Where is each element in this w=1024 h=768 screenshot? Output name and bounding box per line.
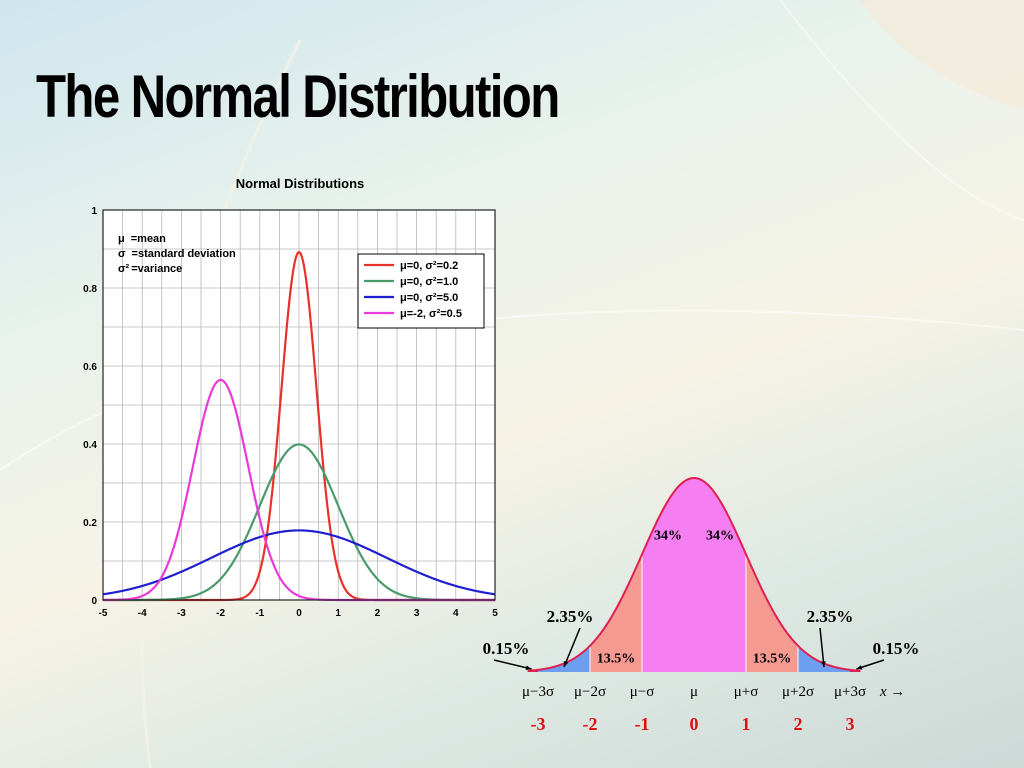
z-score-labels: -3 -2 -1 0 1 2 3 xyxy=(531,714,855,734)
tail-callout-label: 2.35% xyxy=(807,607,854,626)
legend-label: μ=0, σ²=5.0 xyxy=(400,292,458,304)
slide-title: The Normal Distribution xyxy=(36,63,560,130)
tail-callout-label: 0.15% xyxy=(483,639,530,658)
legend-entries: μ=0, σ²=0.2 μ=0, σ²=1.0 μ=0, σ²=5.0 μ=-2, σ… xyxy=(364,260,462,320)
x-tick-label: -5 xyxy=(99,608,108,619)
z-score-label: -1 xyxy=(635,714,650,734)
y-tick-labels: 0 0.2 0.4 0.6 0.8 1 xyxy=(83,206,97,607)
region-percent-label: 34% xyxy=(706,529,734,544)
series-line xyxy=(102,529,496,596)
plot-frame xyxy=(102,209,496,601)
legend-box xyxy=(357,253,485,329)
x-tick-label: 0 xyxy=(296,608,302,619)
note-variance: σ² =variance xyxy=(118,263,182,275)
callout-arrowhead xyxy=(856,665,863,670)
tail-callout-label: 2.35% xyxy=(547,607,594,626)
sigma-tick-label: μ+3σ xyxy=(834,684,866,700)
z-score-label: 1 xyxy=(742,714,751,734)
callout-arrowhead xyxy=(525,665,532,670)
bell-curve xyxy=(527,476,861,672)
y-tick-label: 1 xyxy=(91,206,97,217)
bell-curve-chart: 34% 34% 13.5% 13.5% 2.35% 2.35% 0.15% 0.15% μ−… xyxy=(483,476,920,734)
y-tick-label: 0.6 xyxy=(83,362,97,373)
y-tick-label: 0.4 xyxy=(83,440,97,451)
region-percent-label: 13.5% xyxy=(597,651,636,666)
probability-region xyxy=(642,478,746,672)
x-tick-label: -2 xyxy=(216,608,225,619)
tail-callout-label: 0.15% xyxy=(873,639,920,658)
probability-region xyxy=(538,645,590,672)
callout-arrow xyxy=(493,659,532,670)
legend-label: μ=-2, σ²=0.5 xyxy=(400,308,462,320)
sigma-tick-label: μ−3σ xyxy=(522,684,554,700)
z-score-label: 0 xyxy=(690,714,699,734)
x-tick-label: -1 xyxy=(255,608,264,619)
callout-arrowhead xyxy=(563,661,569,667)
x-tick-label: 1 xyxy=(335,608,341,619)
z-score-label: 3 xyxy=(846,714,855,734)
chart-title: Normal Distributions xyxy=(236,176,365,191)
callout-arrow xyxy=(819,627,825,668)
notation-notes: μ =mean σ =standard deviation σ² =variance xyxy=(118,233,236,275)
sigma-tick-label: μ+2σ xyxy=(782,684,814,700)
y-tick-label: 0.8 xyxy=(83,284,97,295)
region-percent-label: 34% xyxy=(654,529,682,544)
note-standard-deviation: σ =standard deviation xyxy=(118,248,236,260)
legend-label: μ=0, σ²=0.2 xyxy=(400,260,458,272)
sigma-tick-label: μ xyxy=(690,684,698,700)
x-tick-label: 4 xyxy=(453,608,459,619)
sigma-tick-labels: μ−3σ μ−2σ μ−σ μ μ+σ μ+2σ μ+3σ x → xyxy=(522,684,905,700)
x-tick-label: 2 xyxy=(375,608,381,619)
x-tick-label: -4 xyxy=(138,608,147,619)
x-axis-label: x → xyxy=(879,684,905,700)
z-score-label: -3 xyxy=(531,714,546,734)
callout-arrow xyxy=(563,627,581,668)
x-tick-label: 5 xyxy=(492,608,498,619)
z-score-label: -2 xyxy=(583,714,598,734)
region-labels: 34% 34% 13.5% 13.5% xyxy=(597,529,792,667)
normal-distributions-chart: Normal Distributions -5 -4 -3 -2 -1 0 1 2 3 4 5 00… xyxy=(83,176,499,619)
z-score-label: 2 xyxy=(794,714,803,734)
y-tick-label: 0 xyxy=(91,596,97,607)
y-tick-label: 0.2 xyxy=(83,518,97,529)
tail-callouts: 2.35% 2.35% 0.15% 0.15% xyxy=(483,607,920,670)
x-tick-labels: -5 -4 -3 -2 -1 0 1 2 3 4 5 xyxy=(99,608,499,619)
x-tick-label: -3 xyxy=(177,608,186,619)
sigma-tick-label: μ−σ xyxy=(630,684,655,700)
note-mean: μ =mean xyxy=(118,233,166,245)
region-percent-label: 13.5% xyxy=(753,651,792,666)
sigma-tick-label: μ+σ xyxy=(734,684,759,700)
probability-areas xyxy=(527,476,861,672)
sigma-tick-label: μ−2σ xyxy=(574,684,606,700)
probability-region xyxy=(798,645,850,672)
x-tick-label: 3 xyxy=(414,608,420,619)
callout-arrowhead xyxy=(821,661,826,667)
legend: μ=0, σ²=0.2 μ=0, σ²=1.0 μ=0, σ²=5.0 μ=-2, σ… xyxy=(357,253,485,329)
legend-label: μ=0, σ²=1.0 xyxy=(400,276,458,288)
